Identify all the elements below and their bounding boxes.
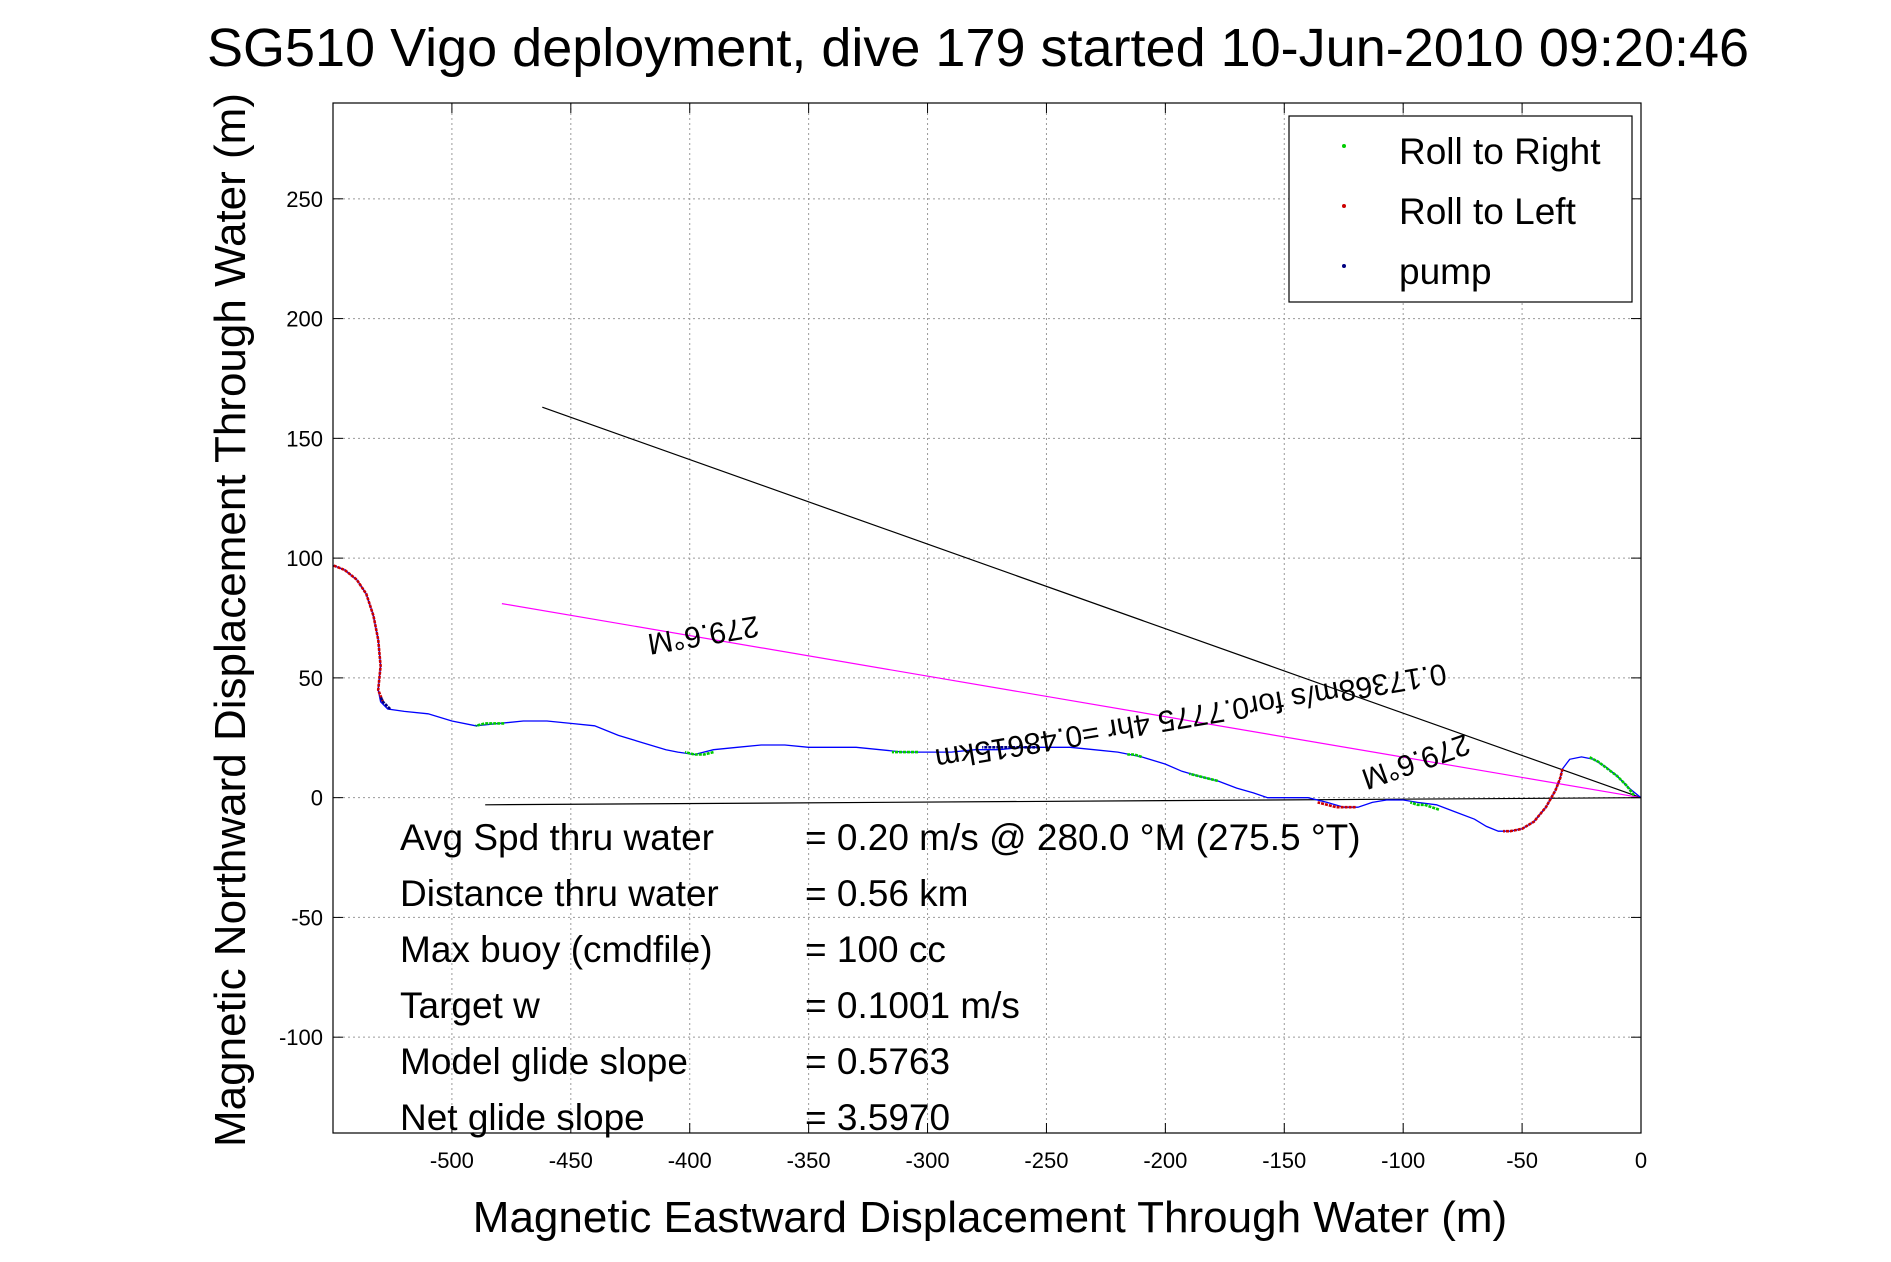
y-tick-label: 150 [286, 426, 323, 451]
legend-label: Roll to Right [1399, 131, 1601, 172]
y-tick-label: 0 [311, 786, 323, 811]
x-tick-label: -150 [1262, 1148, 1306, 1173]
stat-label: Avg Spd thru water [400, 817, 714, 858]
stat-value: = 100 cc [805, 929, 946, 970]
x-tick-label: -350 [787, 1148, 831, 1173]
y-tick-label: 200 [286, 307, 323, 332]
legend-marker [1342, 144, 1346, 148]
y-tick-label: 250 [286, 187, 323, 212]
segment-roll-to-right [1588, 755, 1635, 797]
y-axis-label: Magnetic Northward Displacement Through … [206, 93, 255, 1147]
stat-value: = 0.5763 [805, 1041, 950, 1082]
reference-line [542, 406, 1642, 799]
stat-value: = 0.56 km [805, 873, 969, 914]
stat-value: = 0.20 m/s @ 280.0 °M (275.5 °T) [805, 817, 1361, 858]
segment-roll-to-right [475, 722, 505, 728]
y-tick-label: 100 [286, 546, 323, 571]
legend-box [1288, 115, 1633, 303]
stat-label: Distance thru water [400, 873, 719, 914]
segment-pump [379, 696, 392, 710]
legend-label: Roll to Left [1399, 191, 1577, 232]
segment-roll-to-left [1503, 768, 1564, 833]
x-tick-label: -500 [430, 1148, 474, 1173]
axes-frame [332, 102, 1642, 1134]
legend-marker [1342, 264, 1346, 268]
stat-label: Target w [400, 985, 540, 1026]
x-tick-label: -300 [906, 1148, 950, 1173]
stat-label: Net glide slope [400, 1097, 645, 1138]
plot-area: -500 -450 -400 -350 -300 -250 -200 -150 -100 -50 0… [279, 102, 1647, 1173]
segment-roll-to-left [1317, 801, 1356, 809]
y-tick-label: -50 [291, 905, 323, 930]
chart-title: SG510 Vigo deployment, dive 179 started … [207, 18, 1749, 78]
segment-roll-to-right [1188, 772, 1219, 783]
y-tick-label: -100 [279, 1025, 323, 1050]
x-tick-label: -450 [549, 1148, 593, 1173]
stat-label: Model glide slope [400, 1041, 688, 1082]
segment-roll-to-right [1127, 753, 1143, 759]
x-tick-label: -50 [1506, 1148, 1538, 1173]
x-tick-label: -250 [1024, 1148, 1068, 1173]
reference-line [485, 797, 1642, 806]
x-tick-label: 0 [1635, 1148, 1647, 1173]
stat-label: Max buoy (cmdfile) [400, 929, 713, 970]
x-tick-label: -100 [1381, 1148, 1425, 1173]
x-tick-label: -400 [668, 1148, 712, 1173]
reference-line [501, 603, 1642, 799]
segment-roll-to-right [684, 750, 714, 756]
stat-value: = 0.1001 m/s [805, 985, 1020, 1026]
segment-roll-to-right [1409, 801, 1440, 811]
legend-marker [1342, 204, 1346, 208]
stat-value: = 3.5970 [805, 1097, 950, 1138]
segment-roll-to-left [332, 564, 385, 703]
legend-label: pump [1399, 251, 1492, 292]
x-tick-label: -200 [1143, 1148, 1187, 1173]
y-tick-label: 50 [299, 666, 323, 691]
x-axis-label: Magnetic Eastward Displacement Through W… [473, 1193, 1507, 1242]
